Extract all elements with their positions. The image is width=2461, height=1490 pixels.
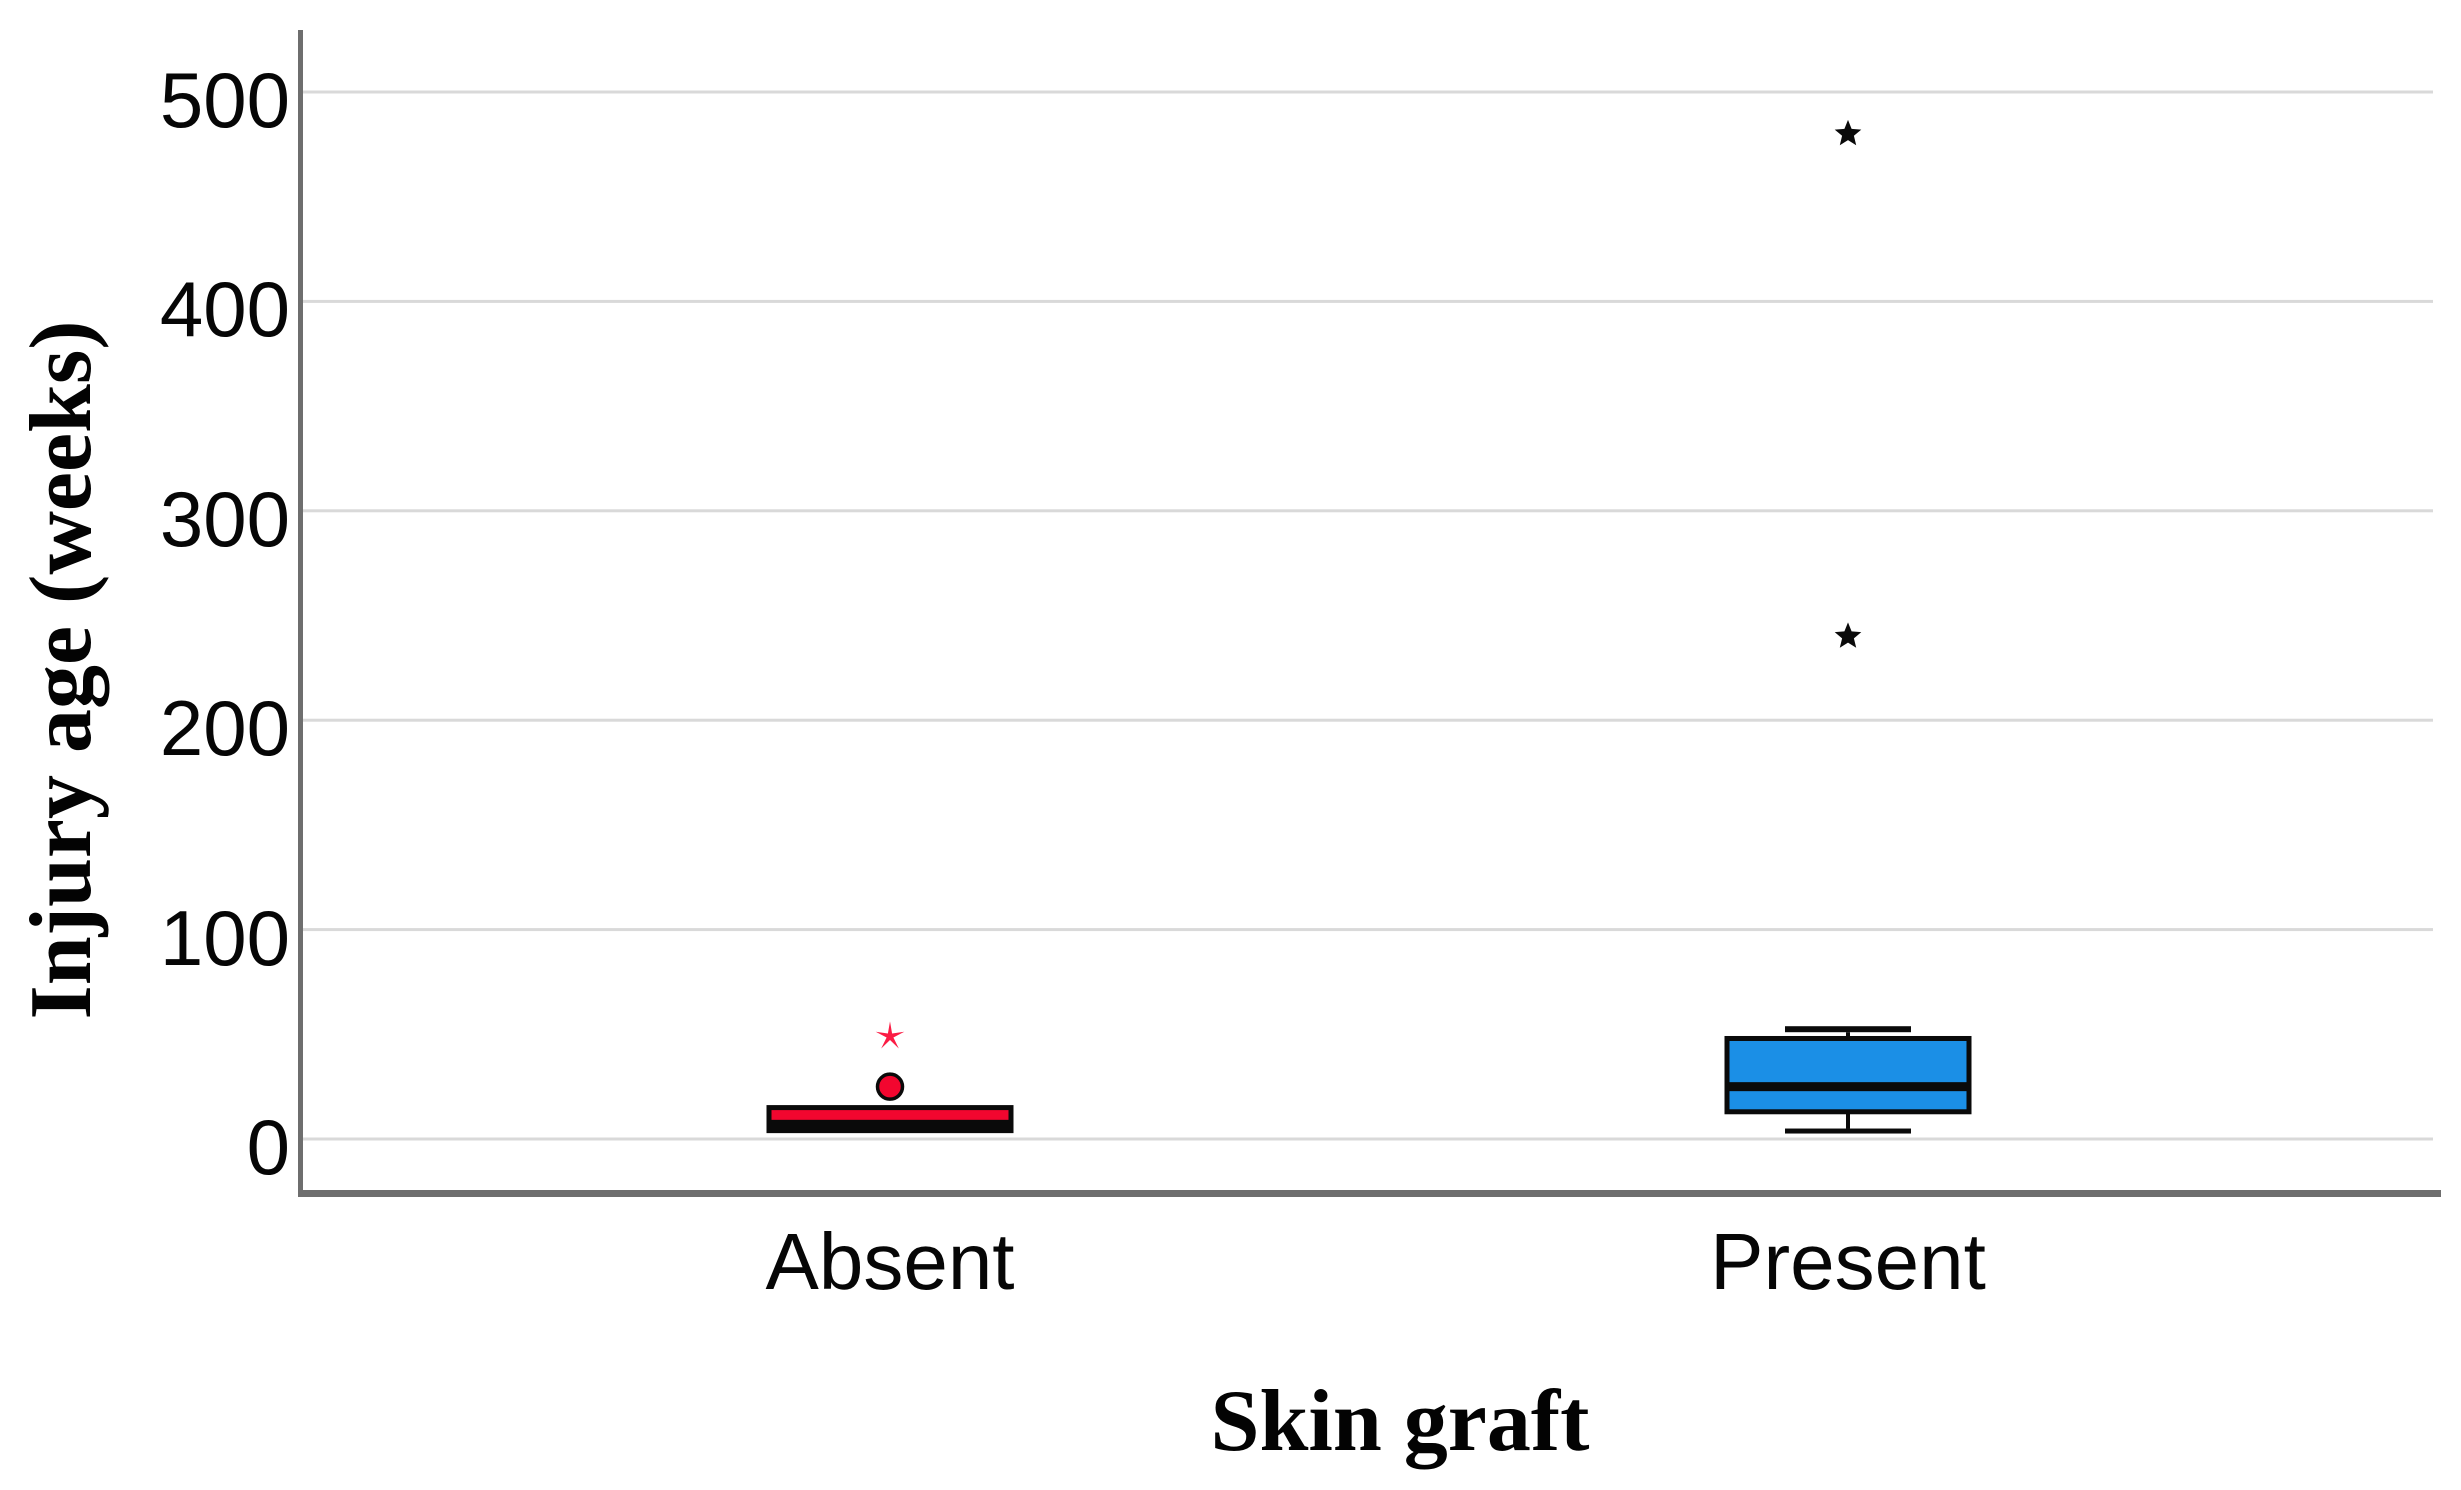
box-present [1724,1035,1972,1115]
upper-whisker-cap-present [1785,1026,1911,1033]
y-tick-label-300: 300 [159,475,290,563]
upper-whisker-present [1846,1032,1850,1039]
lower-whisker-present [1846,1111,1850,1129]
median-line-present [1729,1082,1967,1092]
y-tick-label-200: 200 [159,684,290,772]
x-axis-title: Skin graft [1210,1373,1590,1470]
outlier-asterisk-present-240 [1834,622,1862,648]
gridline-0 [303,1137,2433,1141]
x-axis-line [298,1190,2441,1197]
y-axis-line [298,30,303,1197]
y-axis-title: Injury age (weeks) [13,320,110,1020]
y-tick-label-400: 400 [159,265,290,353]
y-tick-label-500: 500 [159,56,290,144]
x-category-label-absent: Absent [765,1217,1015,1306]
outlier-asterisk-present-480 [1834,119,1862,146]
lower-whisker-cap-present [1785,1128,1911,1134]
y-tick-label-0: 0 [246,1103,290,1191]
gridline-400 [303,299,2433,303]
gridline-100 [303,928,2433,932]
gridline-300 [303,509,2433,513]
gridline-200 [303,718,2433,722]
outlier-circle-absent-25 [875,1072,905,1101]
median-line-absent [771,1119,1009,1129]
x-category-label-present: Present [1710,1217,1986,1306]
gridline-500 [303,90,2433,94]
y-tick-label-100: 100 [159,894,290,982]
outlier-asterisk-absent-49 [875,1021,905,1049]
